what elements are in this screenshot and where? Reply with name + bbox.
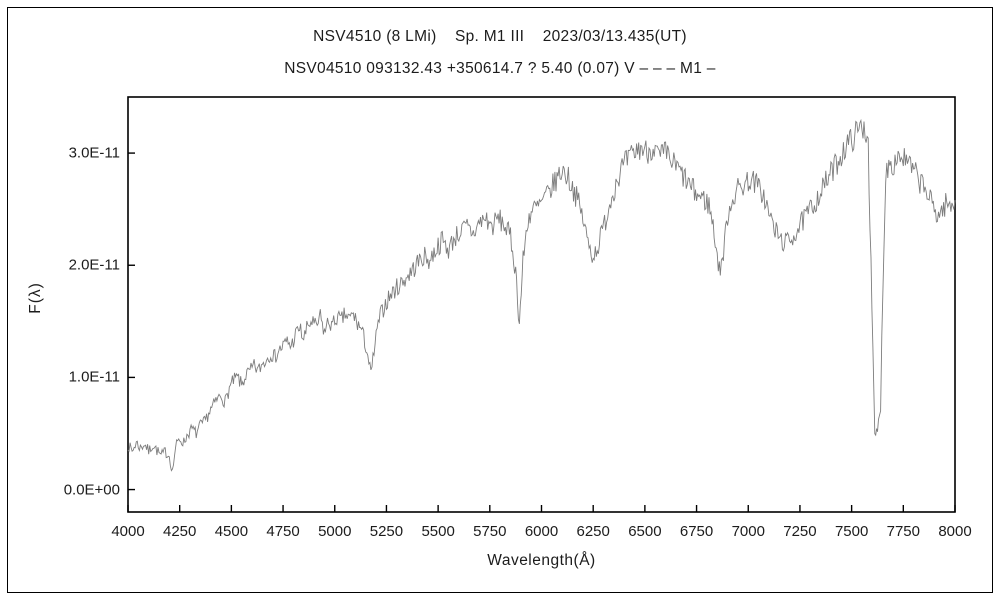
x-tick-label: 5250 [369,523,404,540]
y-tick-label: 2.0E-11 [68,256,120,274]
x-tick-label: 7250 [783,523,817,540]
x-tick-label: 6000 [524,523,559,540]
x-tick-label: 4750 [266,523,300,540]
x-tick-label: 7750 [886,523,920,540]
page-border [7,7,993,593]
y-tick-label: 3.0E-11 [68,144,120,162]
spectrum-trace [127,118,956,472]
x-tick-label: 5000 [318,523,352,540]
chart-title: NSV4510 (8 LMi) Sp. M1 III 2023/03/13.43… [313,28,687,45]
chart-subtitle: NSV04510 093132.43 +350614.7 ? 5.40 (0.0… [284,60,716,77]
y-tick-label: 0.0E+00 [63,481,120,499]
x-tick-label: 7500 [834,523,869,540]
x-tick-label: 6500 [628,523,662,540]
x-tick-label: 8000 [938,523,972,540]
x-tick-label: 4250 [163,523,197,540]
x-tick-label: 5750 [473,523,507,540]
x-tick-label: 4500 [214,523,249,540]
y-tick-label: 1.0E-11 [68,368,120,386]
plot-border [127,96,956,513]
x-tick-label: 5500 [421,523,455,540]
x-tick-label: 6750 [679,523,714,540]
x-tick-label: 7000 [731,523,765,540]
x-tick-label: 6250 [576,523,610,540]
x-axis-label: Wavelength(Å) [487,552,596,569]
x-tick-label: 4000 [111,523,145,540]
